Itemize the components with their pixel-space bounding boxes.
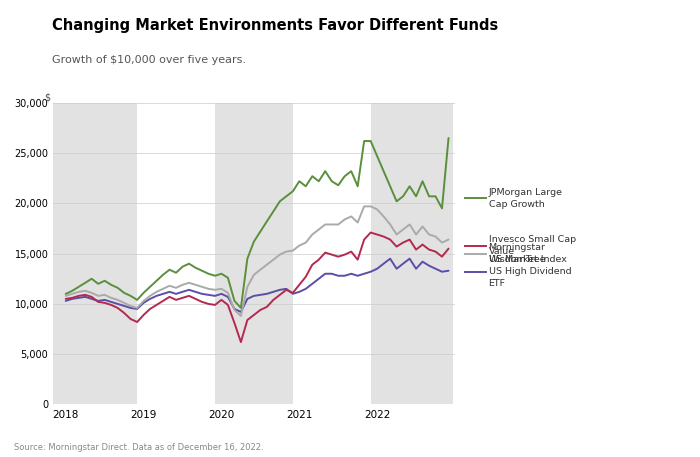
Text: Invesco Small Cap
Value: Invesco Small Cap Value (489, 235, 575, 256)
Text: JPMorgan Large
Cap Growth: JPMorgan Large Cap Growth (489, 188, 563, 209)
Text: Growth of $10,000 over five years.: Growth of $10,000 over five years. (52, 55, 246, 65)
Text: $: $ (44, 93, 50, 103)
Bar (52, 103, 137, 404)
Text: WisdomTree
US High Dividend
ETF: WisdomTree US High Dividend ETF (489, 255, 571, 288)
Text: Changing Market Environments Favor Different Funds: Changing Market Environments Favor Diffe… (52, 18, 498, 33)
Bar (215, 103, 293, 404)
Bar (371, 103, 454, 404)
Text: Morningstar
US Market Index: Morningstar US Market Index (489, 243, 566, 264)
Text: Source: Morningstar Direct. Data as of December 16, 2022.: Source: Morningstar Direct. Data as of D… (14, 443, 264, 452)
